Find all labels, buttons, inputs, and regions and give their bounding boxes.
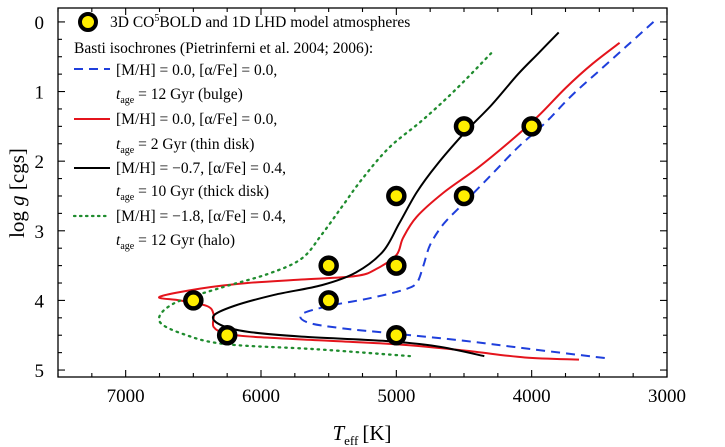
y-tick-label: 3 [35, 222, 45, 243]
x-axis-title-subscript: eff [344, 433, 359, 447]
legend-marker-models [80, 14, 96, 30]
model-marker [219, 327, 235, 343]
model-marker [456, 118, 472, 134]
model-marker [185, 292, 201, 308]
model-marker [321, 258, 337, 274]
legend-label-thin-disk-line2: tage = 2 Gyr (thin disk) [116, 136, 254, 156]
y-tick-label: 4 [35, 291, 45, 312]
model-marker [456, 188, 472, 204]
x-axis-title-unit: [K] [362, 421, 391, 445]
legend-label-thick-disk-line2: tage = 10 Gyr (thick disk) [116, 183, 269, 203]
y-axis-title: log g [cgs] [5, 148, 29, 238]
legend-label-thin-disk-line1: [M/H] = 0.0, [α/Fe] = 0.0, [116, 111, 277, 128]
legend: 3D CO5BOLD and 1D LHD model atmospheres … [74, 13, 410, 252]
legend-label-halo-line2: tage = 12 Gyr (halo) [116, 232, 235, 252]
legend-label-halo-line1: [M/H] = −1.8, [α/Fe] = 0.4, [116, 208, 286, 225]
y-tick-label: 2 [35, 152, 45, 173]
x-tick-label: 3000 [648, 386, 686, 407]
model-marker [321, 292, 337, 308]
model-marker [388, 258, 404, 274]
x-tick-label: 6000 [242, 386, 280, 407]
x-tick-label: 7000 [107, 386, 145, 407]
legend-label-models: 3D CO5BOLD and 1D LHD model atmospheres [110, 13, 410, 31]
x-tick-label: 5000 [377, 386, 415, 407]
legend-label-bulge-line1: [M/H] = 0.0, [α/Fe] = 0.0, [116, 62, 277, 79]
x-tick-label: 4000 [513, 386, 551, 407]
legend-label-thick-disk-line1: [M/H] = −0.7, [α/Fe] = 0.4, [116, 160, 286, 177]
y-tick-label: 0 [35, 13, 45, 34]
model-marker [388, 188, 404, 204]
x-axis-title: Teff [K] [332, 421, 391, 447]
y-tick-label: 5 [35, 361, 45, 382]
model-marker [524, 118, 540, 134]
y-tick-label: 1 [35, 83, 45, 104]
legend-label-bulge-line2: tage = 12 Gyr (bulge) [116, 86, 243, 106]
legend-header: Basti isochrones (Pietrinferni et al. 20… [74, 40, 373, 57]
model-marker [388, 327, 404, 343]
